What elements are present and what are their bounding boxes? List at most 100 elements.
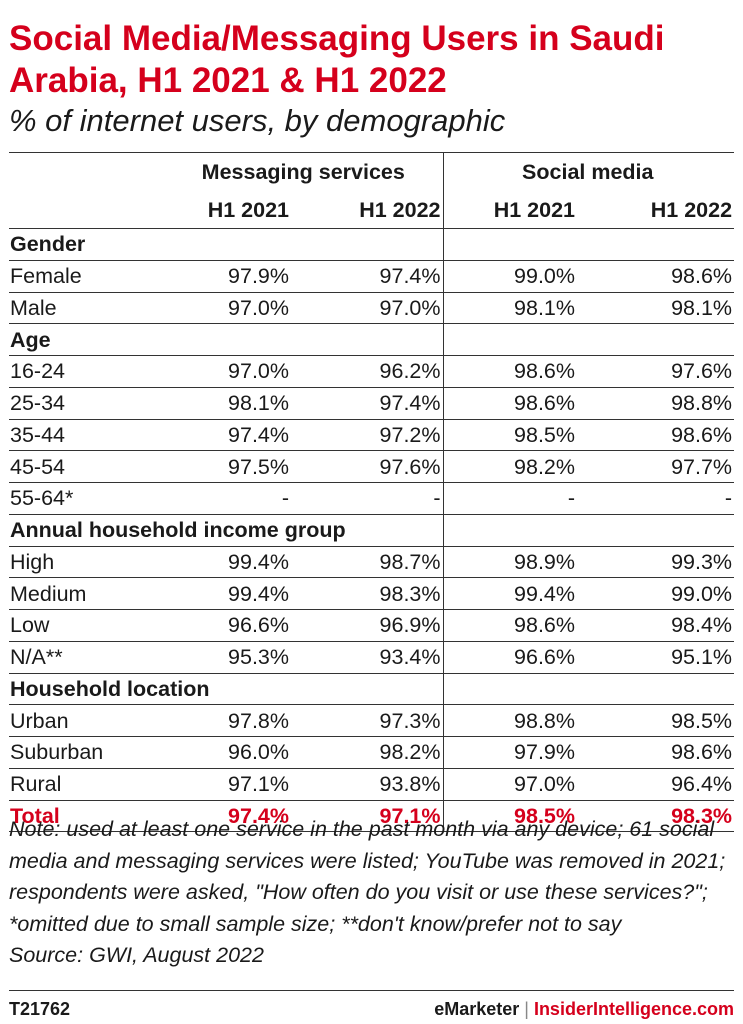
table-row: 45-54 97.5% 97.6% 98.2% 97.7% <box>9 450 735 483</box>
value-cell: 97.4% <box>166 418 291 451</box>
brand-insider-intelligence: InsiderIntelligence.com <box>533 999 734 1019</box>
value-cell: 99.4% <box>166 545 291 578</box>
table-row: Low 96.6% 96.9% 98.6% 98.4% <box>9 609 735 642</box>
section-header-row: Gender <box>9 228 735 261</box>
row-label: 45-54 <box>9 450 166 483</box>
value-cell: 98.1% <box>577 291 735 324</box>
row-label: N/A** <box>9 640 166 673</box>
table-row: 35-44 97.4% 97.2% 98.5% 98.6% <box>9 418 735 451</box>
value-cell: 98.6% <box>442 609 578 642</box>
value-cell: 96.6% <box>442 640 578 673</box>
value-cell: 96.4% <box>577 767 735 800</box>
row-label: Male <box>9 291 166 324</box>
total-value-cell: 97.1% <box>291 799 444 833</box>
value-cell: 98.1% <box>166 386 291 419</box>
value-cell: 98.8% <box>577 386 735 419</box>
value-cell: 98.6% <box>577 259 735 292</box>
value-cell: 97.8% <box>166 704 291 737</box>
total-value-cell: 98.5% <box>442 799 578 833</box>
table-row: 25-34 98.1% 97.4% 98.6% 98.8% <box>9 386 735 419</box>
section-spacer <box>442 672 735 705</box>
total-value-cell: 97.4% <box>166 799 291 833</box>
value-cell: 99.0% <box>442 259 578 292</box>
row-label: Rural <box>9 767 166 800</box>
row-label: 25-34 <box>9 386 166 419</box>
value-cell: 95.1% <box>577 640 735 673</box>
group-header-messaging: Messaging services <box>166 152 444 191</box>
section-spacer <box>442 323 735 356</box>
section-spacer <box>442 513 735 546</box>
value-cell: 98.2% <box>442 450 578 483</box>
period-header-row: H1 2021 H1 2022 H1 2021 H1 2022 <box>9 191 735 229</box>
total-label: Total <box>9 799 166 833</box>
value-cell: 97.0% <box>442 767 578 800</box>
value-cell: 99.0% <box>577 577 735 610</box>
value-cell: 97.4% <box>291 386 444 419</box>
value-cell: 97.0% <box>166 291 291 324</box>
value-cell: 98.9% <box>442 545 578 578</box>
brand-credit: eMarketer | InsiderIntelligence.com <box>434 999 734 1020</box>
value-cell: 98.1% <box>442 291 578 324</box>
value-cell: 98.5% <box>577 704 735 737</box>
value-cell: 93.4% <box>291 640 444 673</box>
footer: T21762 eMarketer | InsiderIntelligence.com <box>9 990 734 1019</box>
section-label: Age <box>9 323 444 356</box>
group-header-row: Messaging services Social media <box>9 152 735 191</box>
table-row: Urban 97.8% 97.3% 98.8% 98.5% <box>9 704 735 737</box>
table-row: 16-24 97.0% 96.2% 98.6% 97.6% <box>9 355 735 388</box>
value-cell: 96.9% <box>291 609 444 642</box>
chart-note: Note: used at least one service in the p… <box>9 814 737 972</box>
total-value-cell: 98.3% <box>577 799 735 833</box>
value-cell: - <box>166 482 291 515</box>
corner-cell <box>9 152 166 191</box>
table-row: Male 97.0% 97.0% 98.1% 98.1% <box>9 291 735 324</box>
data-table: Messaging services Social media H1 2021 … <box>9 152 735 833</box>
value-cell: 97.7% <box>577 450 735 483</box>
table-row: 55-64* - - - - <box>9 482 735 515</box>
column-header: H1 2022 <box>291 191 444 229</box>
value-cell: 98.7% <box>291 545 444 578</box>
section-label: Gender <box>9 228 444 261</box>
value-cell: 95.3% <box>166 640 291 673</box>
value-cell: - <box>291 482 444 515</box>
value-cell: 97.5% <box>166 450 291 483</box>
section-spacer <box>442 228 735 261</box>
value-cell: 96.2% <box>291 355 444 388</box>
row-label: Urban <box>9 704 166 737</box>
value-cell: 97.9% <box>442 736 578 769</box>
corner-cell <box>9 191 166 229</box>
chart-id: T21762 <box>9 999 71 1019</box>
value-cell: 98.8% <box>442 704 578 737</box>
row-label: 35-44 <box>9 418 166 451</box>
brand-emarketer: eMarketer <box>434 999 520 1019</box>
section-header-row: Age <box>9 323 735 356</box>
brand-separator: | <box>524 999 529 1019</box>
value-cell: 97.6% <box>577 355 735 388</box>
value-cell: 97.3% <box>291 704 444 737</box>
section-label: Household location <box>9 672 444 705</box>
value-cell: 98.5% <box>442 418 578 451</box>
value-cell: 99.4% <box>166 577 291 610</box>
chart-subtitle: % of internet users, by demographic <box>9 103 506 138</box>
value-cell: 97.0% <box>291 291 444 324</box>
value-cell: 96.0% <box>166 736 291 769</box>
total-row: Total 97.4% 97.1% 98.5% 98.3% <box>9 799 735 833</box>
table-row: Female 97.9% 97.4% 99.0% 98.6% <box>9 259 735 292</box>
section-label: Annual household income group <box>9 513 444 546</box>
value-cell: 99.3% <box>577 545 735 578</box>
source-text: Source: GWI, August 2022 <box>9 943 264 967</box>
group-header-social: Social media <box>442 152 735 191</box>
value-cell: 98.6% <box>442 355 578 388</box>
value-cell: 93.8% <box>291 767 444 800</box>
value-cell: 98.6% <box>577 736 735 769</box>
row-label: 16-24 <box>9 355 166 388</box>
value-cell: 98.3% <box>291 577 444 610</box>
value-cell: 99.4% <box>442 577 578 610</box>
value-cell: - <box>442 482 578 515</box>
row-label: Suburban <box>9 736 166 769</box>
table-row: Medium 99.4% 98.3% 99.4% 99.0% <box>9 577 735 610</box>
row-label: Medium <box>9 577 166 610</box>
value-cell: - <box>577 482 735 515</box>
note-text: Note: used at least one service in the p… <box>9 817 726 936</box>
column-header: H1 2021 <box>442 191 578 229</box>
